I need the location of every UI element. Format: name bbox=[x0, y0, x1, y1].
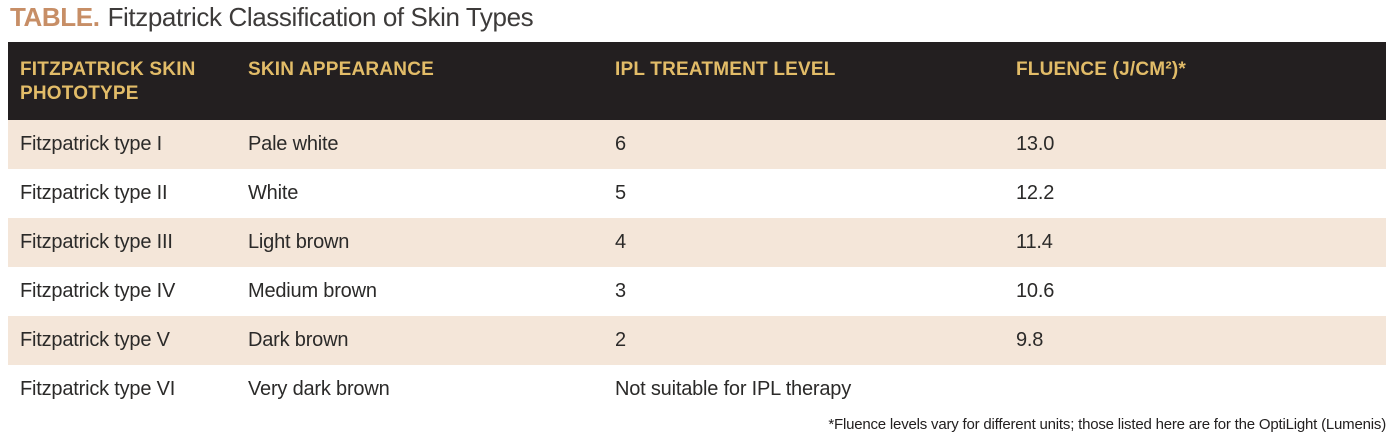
column-header-phototype: FITZPATRICK SKIN PHOTOTYPE bbox=[8, 42, 236, 120]
cell-ipl-level: 6 bbox=[603, 120, 1004, 169]
fitzpatrick-table: FITZPATRICK SKIN PHOTOTYPE SKIN APPEARAN… bbox=[8, 42, 1386, 414]
cell-fluence: 9.8 bbox=[1004, 316, 1386, 365]
cell-fluence: 11.4 bbox=[1004, 218, 1386, 267]
column-header-fluence: FLUENCE (J/cm²)* bbox=[1004, 42, 1386, 120]
cell-ipl-level: 4 bbox=[603, 218, 1004, 267]
cell-ipl-level: 2 bbox=[603, 316, 1004, 365]
table-header: FITZPATRICK SKIN PHOTOTYPE SKIN APPEARAN… bbox=[8, 42, 1386, 120]
table-footnote: *Fluence levels vary for different units… bbox=[828, 416, 1386, 433]
table-row: Fitzpatrick type I Pale white 6 13.0 bbox=[8, 120, 1386, 169]
cell-ipl-level: 5 bbox=[603, 169, 1004, 218]
cell-phototype: Fitzpatrick type III bbox=[8, 218, 236, 267]
cell-fluence: 13.0 bbox=[1004, 120, 1386, 169]
cell-skin-appearance: Dark brown bbox=[236, 316, 603, 365]
cell-phototype: Fitzpatrick type I bbox=[8, 120, 236, 169]
cell-ipl-level: 3 bbox=[603, 267, 1004, 316]
cell-skin-appearance: Light brown bbox=[236, 218, 603, 267]
cell-phototype: Fitzpatrick type II bbox=[8, 169, 236, 218]
table-body: Fitzpatrick type I Pale white 6 13.0 Fit… bbox=[8, 120, 1386, 414]
column-header-skin-appearance: SKIN APPEARANCE bbox=[236, 42, 603, 120]
table-row: Fitzpatrick type VI Very dark brown Not … bbox=[8, 365, 1386, 414]
cell-phototype: Fitzpatrick type V bbox=[8, 316, 236, 365]
table-title-text: Fitzpatrick Classification of Skin Types bbox=[107, 2, 534, 32]
cell-fluence: 10.6 bbox=[1004, 267, 1386, 316]
table-row: Fitzpatrick type V Dark brown 2 9.8 bbox=[8, 316, 1386, 365]
table-row: Fitzpatrick type II White 5 12.2 bbox=[8, 169, 1386, 218]
table-title: TABLE. Fitzpatrick Classification of Skin… bbox=[10, 2, 534, 33]
header-row: FITZPATRICK SKIN PHOTOTYPE SKIN APPEARAN… bbox=[8, 42, 1386, 120]
cell-skin-appearance: Very dark brown bbox=[236, 365, 603, 414]
cell-skin-appearance: Medium brown bbox=[236, 267, 603, 316]
cell-skin-appearance: White bbox=[236, 169, 603, 218]
column-header-ipl-treatment-level: IPL TREATMENT LEVEL bbox=[603, 42, 1004, 120]
cell-ipl-level: Not suitable for IPL therapy bbox=[603, 365, 1004, 414]
cell-phototype: Fitzpatrick type VI bbox=[8, 365, 236, 414]
cell-skin-appearance: Pale white bbox=[236, 120, 603, 169]
cell-fluence bbox=[1004, 365, 1386, 414]
cell-phototype: Fitzpatrick type IV bbox=[8, 267, 236, 316]
table-row: Fitzpatrick type III Light brown 4 11.4 bbox=[8, 218, 1386, 267]
table-title-label: TABLE. bbox=[10, 2, 100, 32]
cell-fluence: 12.2 bbox=[1004, 169, 1386, 218]
table-row: Fitzpatrick type IV Medium brown 3 10.6 bbox=[8, 267, 1386, 316]
